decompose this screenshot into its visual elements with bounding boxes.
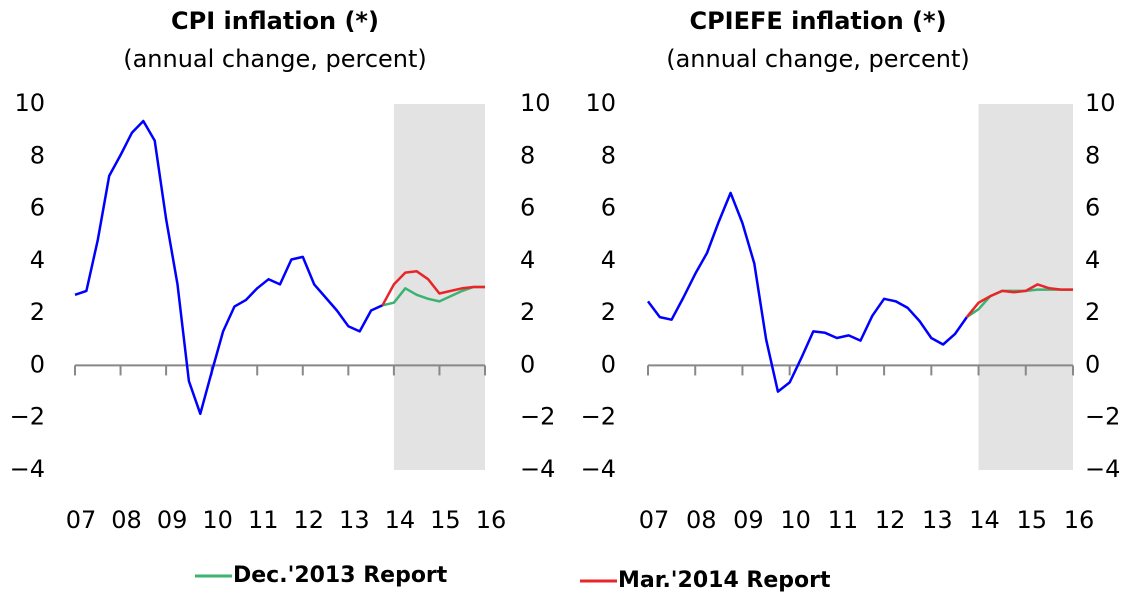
y-tick-label: −4 <box>10 455 45 483</box>
x-tick-label: 08 <box>111 506 142 534</box>
y2-tick-label: 10 <box>520 89 551 117</box>
y2-tick-label: 6 <box>520 194 535 222</box>
x-tick-label: 15 <box>1017 506 1048 534</box>
x-tick-label: 14 <box>969 506 1000 534</box>
y-tick-label: 10 <box>585 89 616 117</box>
x-tick-label: 12 <box>294 506 325 534</box>
x-tick-label: 13 <box>339 506 370 534</box>
y2-tick-label: 6 <box>1085 194 1100 222</box>
series-line <box>382 285 485 307</box>
x-tick-label: 16 <box>476 506 507 534</box>
x-tick-label: 10 <box>202 506 233 534</box>
y2-tick-label: 4 <box>1085 246 1100 274</box>
series-line <box>647 191 968 393</box>
y-tick-label: 4 <box>601 246 616 274</box>
y-tick-label: 0 <box>601 350 616 378</box>
x-tick-label: 11 <box>248 506 279 534</box>
x-tick-label: 07 <box>639 506 670 534</box>
y-tick-label: 6 <box>30 194 45 222</box>
y2-tick-label: 0 <box>1085 350 1100 378</box>
x-tick-label: 13 <box>922 506 953 534</box>
x-tick-label: 07 <box>66 506 97 534</box>
chart-subtitle: (annual change, percent) <box>666 45 970 73</box>
series-line <box>965 283 1073 318</box>
y-tick-label: 10 <box>14 89 45 117</box>
x-tick-label: 16 <box>1064 506 1095 534</box>
y-tick-label: 8 <box>601 141 616 169</box>
x-tick-label: 08 <box>686 506 717 534</box>
x-tick-label: 10 <box>780 506 811 534</box>
y2-tick-label: −2 <box>1085 403 1120 431</box>
legend-label: Mar.'2014 Report <box>618 568 831 593</box>
y-tick-label: −2 <box>581 403 616 431</box>
x-tick-label: 15 <box>430 506 461 534</box>
forecast-band <box>978 104 1073 470</box>
chart-title: CPIEFE inflation (*) <box>689 7 946 35</box>
x-tick-label: 12 <box>875 506 906 534</box>
y2-tick-label: −4 <box>520 455 555 483</box>
y2-tick-label: −4 <box>1085 455 1120 483</box>
y2-tick-label: 2 <box>1085 298 1100 326</box>
y2-tick-label: 2 <box>520 298 535 326</box>
y-tick-label: −4 <box>581 455 616 483</box>
x-tick-label: 09 <box>733 506 764 534</box>
x-tick-label: 14 <box>385 506 416 534</box>
y2-tick-label: 4 <box>520 246 535 274</box>
series-line <box>381 270 485 306</box>
chart-title: CPI inflation (*) <box>171 7 379 35</box>
y2-tick-label: 10 <box>1085 89 1116 117</box>
y2-tick-label: 8 <box>520 141 535 169</box>
chart-subtitle: (annual change, percent) <box>123 45 427 73</box>
y-tick-label: 2 <box>30 298 45 326</box>
y-tick-label: 6 <box>601 194 616 222</box>
x-tick-label: 09 <box>157 506 188 534</box>
y2-tick-label: 0 <box>520 350 535 378</box>
y-tick-label: 0 <box>30 350 45 378</box>
y2-tick-label: 8 <box>1085 141 1100 169</box>
y-tick-label: −2 <box>10 403 45 431</box>
y2-tick-label: −2 <box>520 403 555 431</box>
series-line <box>74 119 384 416</box>
x-tick-label: 11 <box>828 506 859 534</box>
y-tick-label: 8 <box>30 141 45 169</box>
y-tick-label: 4 <box>30 246 45 274</box>
y-tick-label: 2 <box>601 298 616 326</box>
legend-label: Dec.'2013 Report <box>233 563 448 588</box>
